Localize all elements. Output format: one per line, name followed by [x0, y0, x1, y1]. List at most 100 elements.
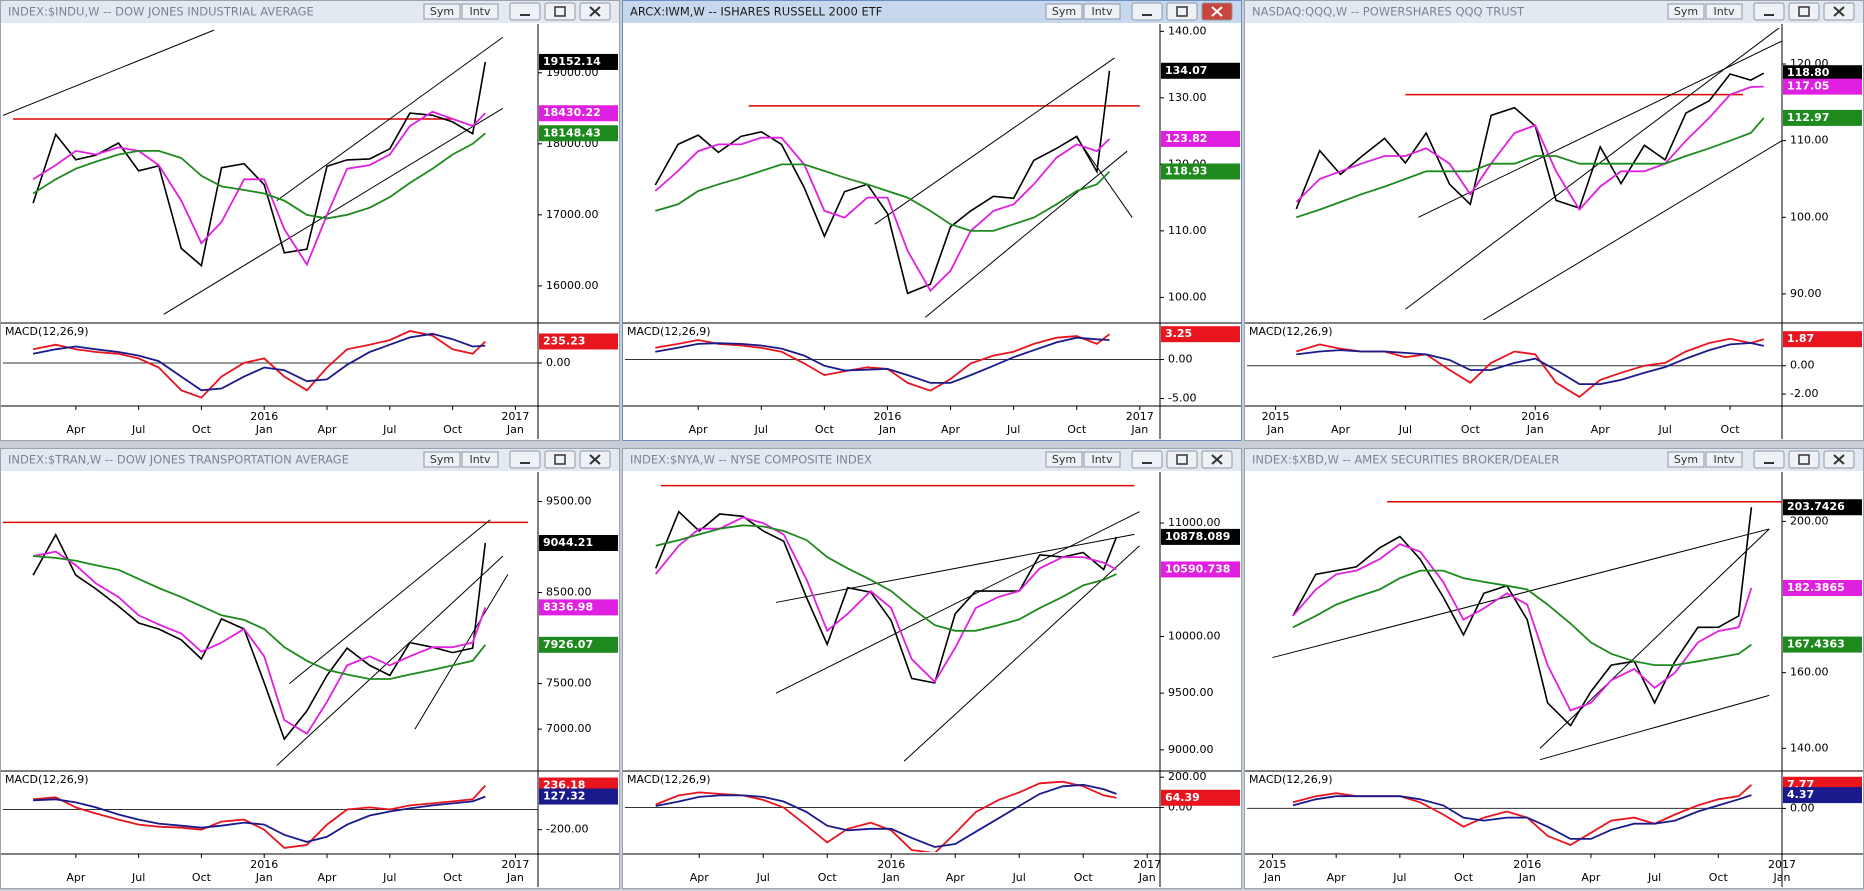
toolbar-button[interactable] [1705, 451, 1743, 468]
toolbar-button-label: Sym [1052, 453, 1076, 466]
y-tick-label: 200.00 [1168, 770, 1207, 783]
value-tag-label: 112.97 [1787, 111, 1829, 124]
year-label: 2016 [250, 410, 278, 423]
value-tag-label: 9044.21 [543, 536, 593, 549]
x-tick-label: Jan [1518, 871, 1536, 884]
y-tick-label: 130.00 [1168, 91, 1207, 104]
macd-panel [3, 330, 538, 399]
x-tick-label: Jan [506, 423, 524, 436]
trend-line [775, 533, 1135, 603]
price-line [654, 510, 1118, 684]
maximize-button[interactable] [1788, 450, 1820, 469]
x-tick-label: Jul [756, 871, 770, 884]
value-tag-label: 64.39 [1165, 791, 1200, 804]
y-tick-label: 0.00 [546, 356, 571, 369]
toolbar-button-label: Sym [1674, 5, 1698, 18]
x-tick-label: Oct [1074, 871, 1094, 884]
x-tick-label: Jul [754, 423, 768, 436]
toolbar-button[interactable] [1083, 3, 1121, 20]
value-tag [1783, 499, 1862, 516]
x-tick-label: Jan [1138, 871, 1156, 884]
value-tag [1783, 787, 1862, 804]
indicator-line [655, 524, 1117, 632]
year-label: 2017 [501, 410, 529, 423]
maximize-icon [1176, 454, 1188, 465]
maximize-button[interactable] [544, 2, 576, 21]
x-tick-label: Oct [1461, 423, 1481, 436]
value-tag [1161, 528, 1240, 545]
y-tick-label: 160.00 [1790, 666, 1829, 679]
x-tick-label: Oct [192, 423, 212, 436]
macd-label: MACD(12,26,9) [1249, 773, 1333, 786]
indicator-line [32, 550, 487, 735]
window-title: INDEX:$XBD,W -- AMEX SECURITIES BROKER/D… [1252, 453, 1559, 467]
window-frame [622, 448, 1242, 889]
toolbar-button[interactable] [1045, 451, 1083, 468]
x-tick-label: Jul [1647, 871, 1661, 884]
x-tick-label: Apr [1327, 871, 1347, 884]
indicator-line [32, 110, 486, 267]
value-tag-label: 4.37 [1787, 788, 1814, 801]
value-tag [1783, 65, 1862, 82]
toolbar-button-label: Sym [430, 453, 454, 466]
toolbar-button[interactable] [1705, 3, 1743, 20]
x-tick-label: Jul [131, 423, 145, 436]
value-tag [539, 53, 618, 70]
toolbar-button[interactable] [423, 451, 461, 468]
trend-line [1272, 528, 1770, 659]
toolbar-button-label: Sym [430, 5, 454, 18]
x-tick-label: Jan [1130, 423, 1148, 436]
maximize-button[interactable] [1788, 2, 1820, 21]
minimize-button[interactable] [1753, 450, 1785, 469]
x-tick-label: Jul [131, 871, 145, 884]
indicator-line [655, 163, 1111, 232]
y-tick-label: 7000.00 [546, 722, 592, 735]
indicator-line [33, 784, 486, 849]
maximize-button[interactable] [1166, 450, 1198, 469]
value-tag-label: 3.25 [1165, 327, 1192, 340]
indicator-line [32, 332, 486, 392]
minimize-button[interactable] [1131, 450, 1163, 469]
indicator-line [654, 136, 1111, 293]
y-tick-label: 7500.00 [546, 677, 592, 690]
maximize-button[interactable] [1166, 2, 1198, 21]
x-tick-label: Oct [443, 423, 463, 436]
window-title: INDEX:$INDU,W -- DOW JONES INDUSTRIAL AV… [8, 5, 314, 19]
minimize-button[interactable] [1753, 2, 1785, 21]
x-tick-label: Oct [1454, 871, 1474, 884]
minimize-button[interactable] [509, 450, 541, 469]
chart-window: NASDAQ:QQQ,W -- POWERSHARES QQQ TRUST Sym… [1244, 0, 1864, 441]
toolbar-button[interactable] [1667, 451, 1705, 468]
y-tick-label: 90.00 [1790, 287, 1822, 300]
toolbar-button-label: Sym [1052, 5, 1076, 18]
indicator-line [1296, 117, 1765, 219]
toolbar-button[interactable] [1045, 3, 1083, 20]
value-tag [539, 636, 618, 653]
x-tick-label: Apr [317, 423, 337, 436]
maximize-button[interactable] [544, 450, 576, 469]
close-icon [1833, 6, 1845, 17]
window-frame [0, 448, 620, 889]
trend-line [163, 107, 504, 315]
y-tick-label: 200.00 [1790, 514, 1829, 527]
minimize-button[interactable] [509, 2, 541, 21]
x-tick-label: Apr [946, 871, 966, 884]
x-tick-label: Jul [1398, 423, 1412, 436]
x-tick-label: Jul [1006, 423, 1020, 436]
value-tag [1783, 331, 1862, 348]
x-tick-label: Jan [506, 871, 524, 884]
macd-panel [625, 333, 1160, 392]
toolbar-button[interactable] [461, 3, 499, 20]
minimize-button[interactable] [1131, 2, 1163, 21]
toolbar-button[interactable] [1083, 451, 1121, 468]
window-title: NASDAQ:QQQ,W -- POWERSHARES QQQ TRUST [1252, 5, 1525, 19]
y-tick-label: 9500.00 [546, 494, 592, 507]
toolbar-button[interactable] [1667, 3, 1705, 20]
value-tag [1783, 78, 1862, 95]
toolbar-button[interactable] [461, 451, 499, 468]
price-panel [3, 29, 504, 315]
toolbar-button[interactable] [423, 3, 461, 20]
y-tick-label: 17000.00 [546, 208, 599, 221]
y-tick-label: 0.00 [1168, 353, 1193, 366]
